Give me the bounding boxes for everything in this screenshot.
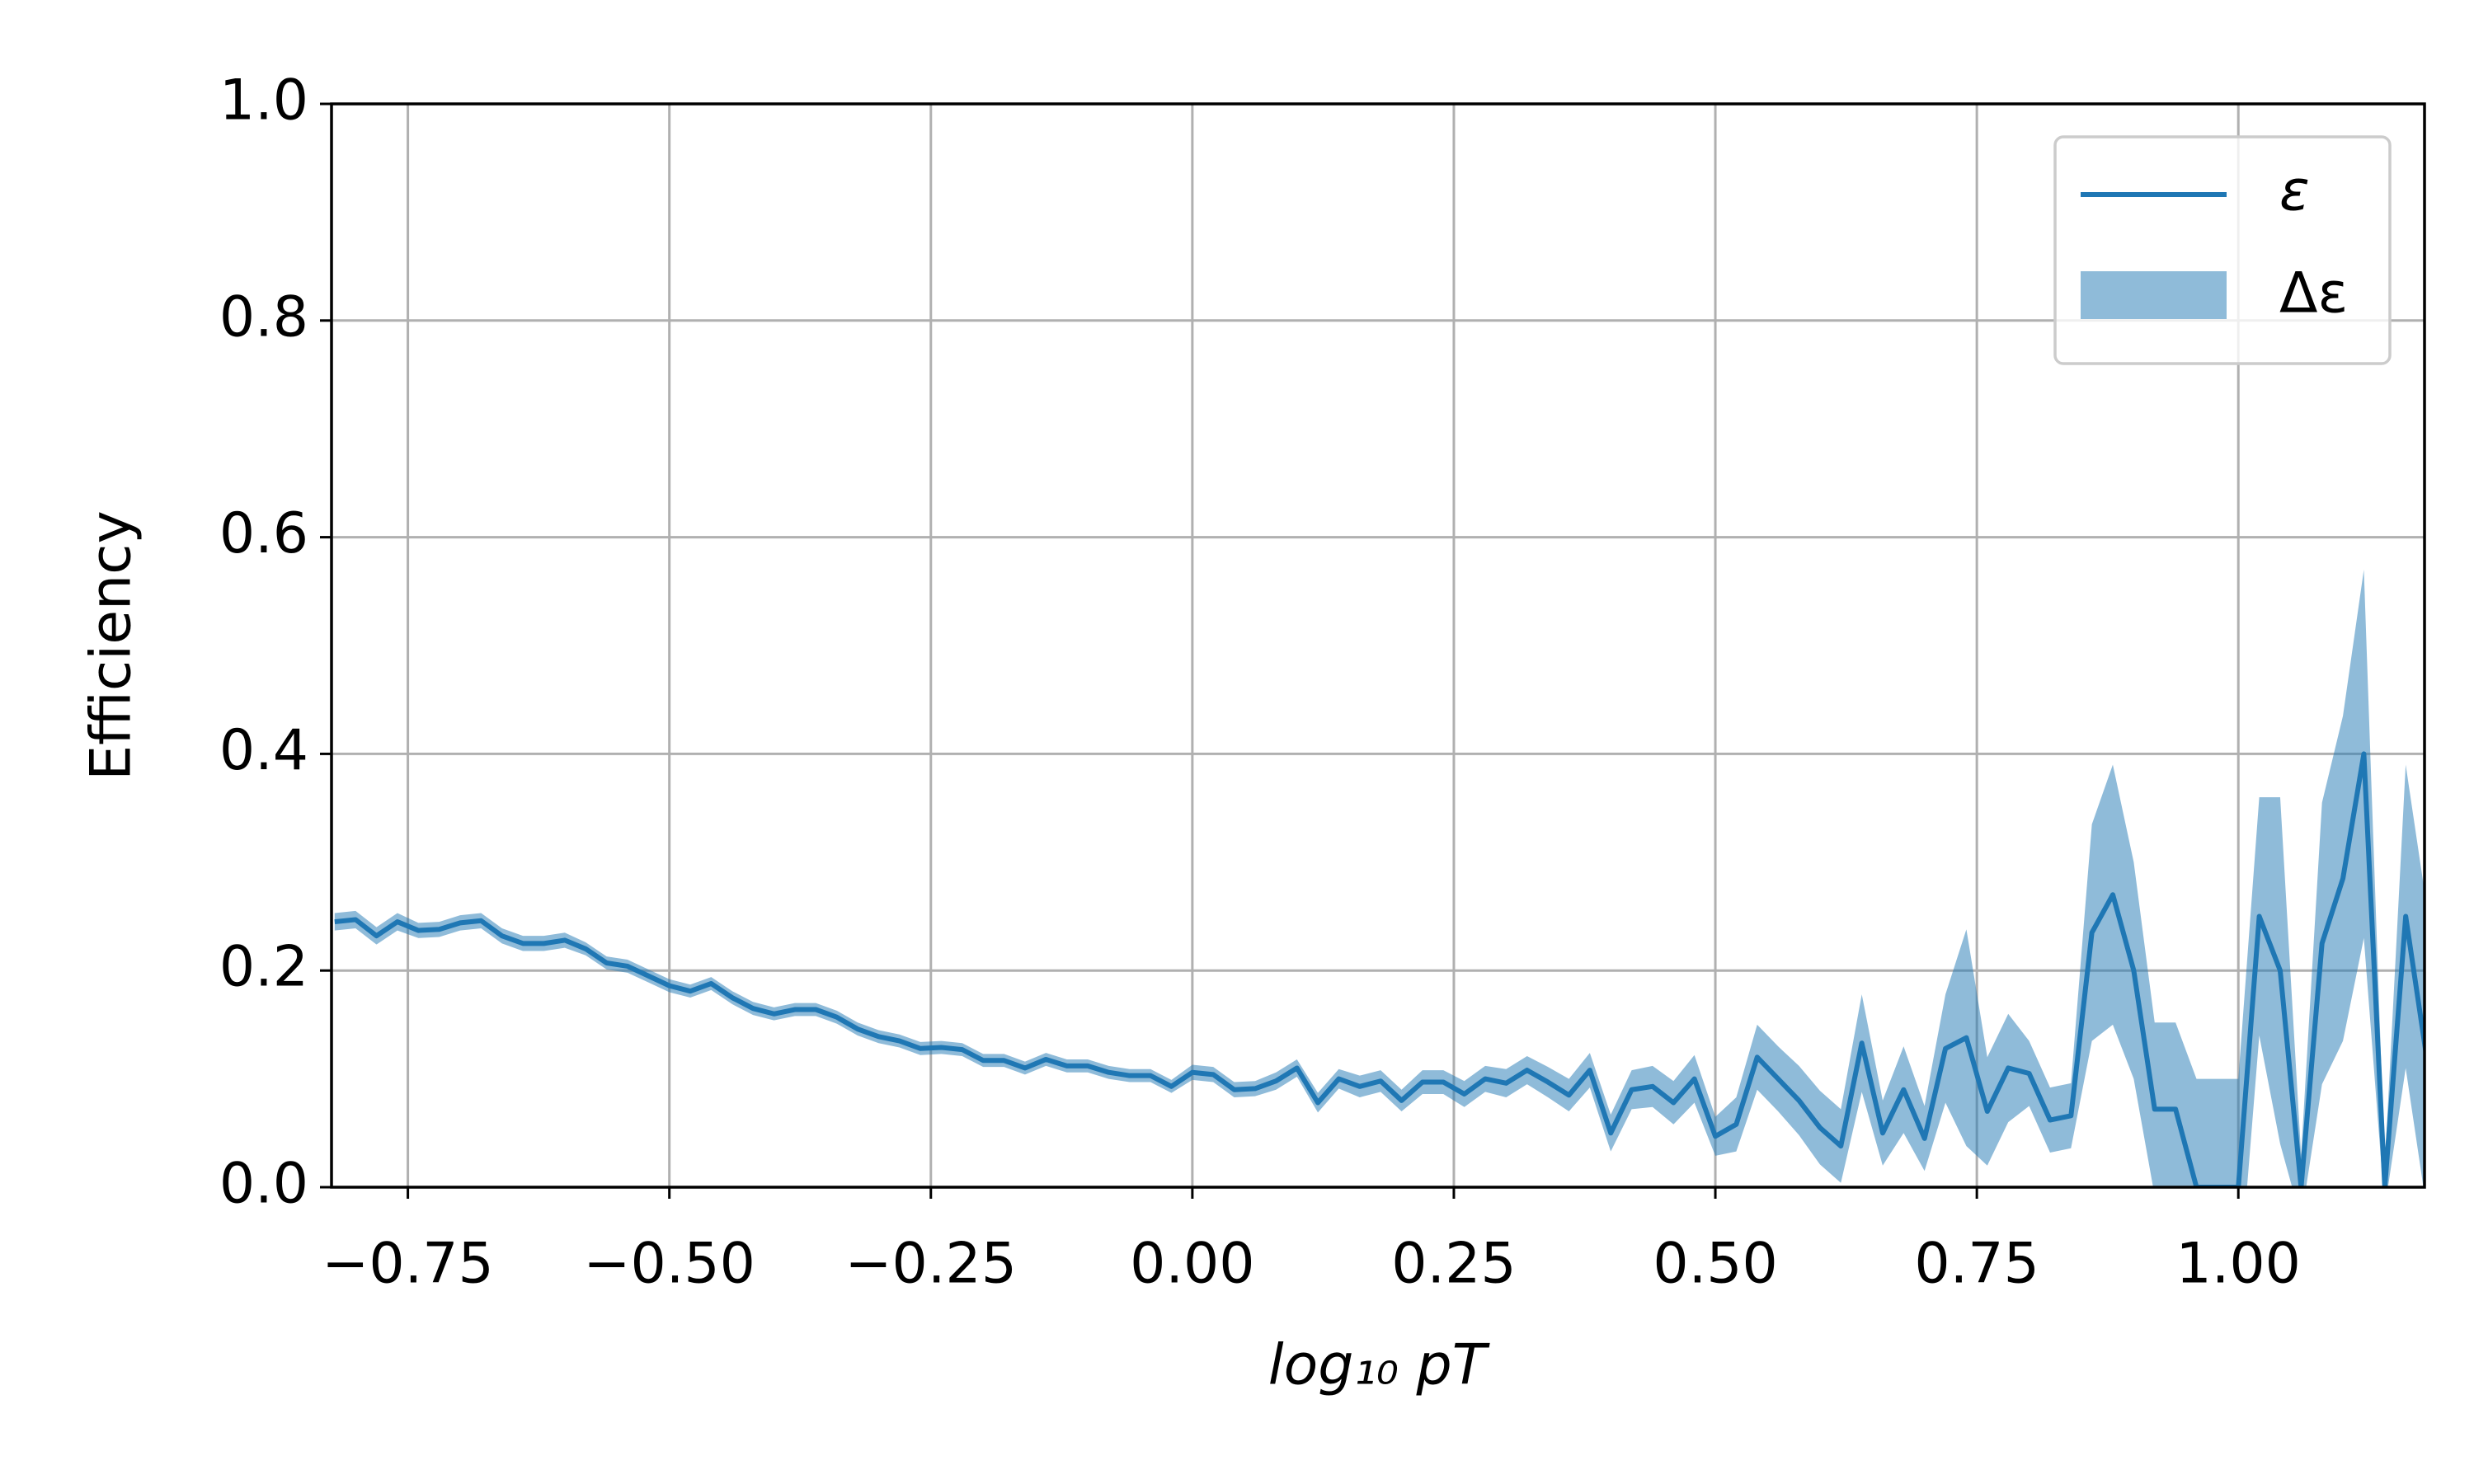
ticks: −0.75 −0.50 −0.25 0.00 0.25 0.50 0.75 1.00 0.0 0.… [219, 68, 2301, 1297]
y-tick-label: 1.0 [219, 68, 308, 134]
legend-label: ε [2279, 159, 2310, 224]
x-tick-label: 0.50 [1653, 1232, 1777, 1297]
x-tick-label: 1.00 [2176, 1232, 2301, 1297]
y-axis-label: Efficiency [79, 510, 144, 781]
y-tick-label: 0.6 [219, 501, 308, 566]
legend: ε Δε [2053, 135, 2392, 365]
x-tick-label: −0.75 [322, 1232, 493, 1297]
x-tick-label: 0.00 [1130, 1232, 1254, 1297]
axes-frame [330, 102, 2426, 1189]
y-tick-label: 0.8 [219, 284, 308, 350]
legend-patch [2081, 271, 2227, 319]
y-tick-label: 0.4 [219, 718, 308, 783]
plot-area [334, 570, 2425, 1187]
y-tick-label: 0.2 [219, 935, 308, 1000]
data-line [334, 751, 2425, 1187]
x-tick-label: 0.25 [1391, 1232, 1516, 1297]
legend-box [2053, 135, 2392, 365]
x-tick-label: −0.25 [845, 1232, 1017, 1297]
x-tick-label: 0.75 [1914, 1232, 2039, 1297]
legend-label: Δε [2279, 261, 2348, 326]
x-tick-label: −0.50 [583, 1232, 755, 1297]
error-band [334, 570, 2425, 1187]
y-tick-label: 0.0 [219, 1152, 308, 1217]
x-axis-label: log₁₀ pT [1268, 1333, 1490, 1398]
